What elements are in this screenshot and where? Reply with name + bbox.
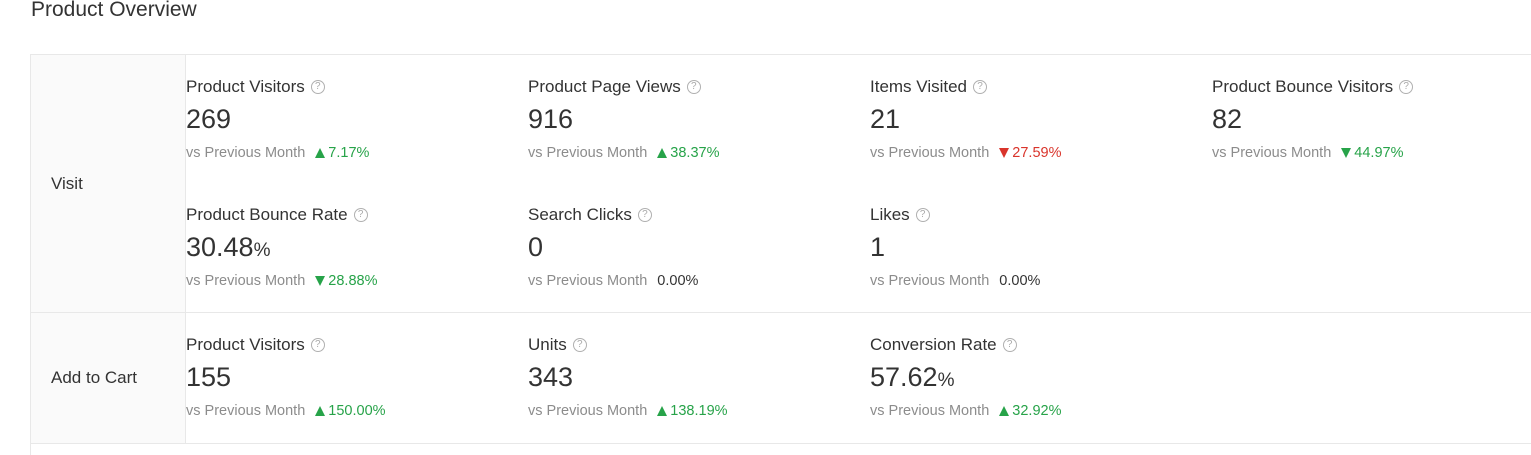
metric-cart-product-visitors: Product Visitors? 155 vs Previous Month 1… [186,335,506,420]
compare-label: vs Previous Month [528,273,648,289]
metric-value: 269 [186,104,232,134]
overview-panel: Visit Product Visitors? 269 vs Previous … [30,54,1531,455]
compare-label: vs Previous Month [870,273,990,289]
metric-product-page-views: Product Page Views? 916 vs Previous Mont… [528,77,848,162]
compare-label: vs Previous Month [186,145,306,161]
metric-value: 155 [186,362,232,392]
metric-label: Product Visitors [186,335,305,354]
compare-label: vs Previous Month [1212,145,1332,161]
metric-product-visitors: Product Visitors? 269 vs Previous Month 7… [186,77,506,162]
metric-value: 57.62 [870,362,938,392]
metric-search-clicks: Search Clicks? 0 vs Previous Month 0.00% [528,205,848,290]
compare-label: vs Previous Month [528,403,648,419]
change-percent: 0.00% [999,273,1041,289]
metric-value: 21 [870,104,901,134]
section-visit: Visit Product Visitors? 269 vs Previous … [31,55,1531,313]
metric-value: 30.48 [186,232,254,262]
metric-label: Items Visited [870,77,968,96]
metric-label: Search Clicks [528,205,632,224]
change-percent: 0.00% [657,273,699,289]
metric-value: 0 [528,232,544,262]
metric-unit: % [937,370,955,391]
help-icon[interactable]: ? [572,338,587,352]
metric-product-bounce-visitors: Product Bounce Visitors? 82 vs Previous … [1212,77,1531,162]
help-icon[interactable]: ? [637,208,652,222]
metric-conversion-rate: Conversion Rate? 57.62% vs Previous Mont… [870,335,1190,420]
change-percent: 138.19% [670,403,728,419]
metric-value: 916 [528,104,574,134]
metric-label: Product Bounce Rate [186,205,348,224]
arrow-up-icon [315,148,326,158]
metric-product-bounce-rate: Product Bounce Rate? 30.48% vs Previous … [186,205,506,290]
compare-label: vs Previous Month [186,273,306,289]
section-label-visit: Visit [31,55,186,312]
compare-label: vs Previous Month [528,145,648,161]
arrow-up-icon [999,406,1010,416]
compare-label: vs Previous Month [186,403,306,419]
change-percent: 7.17% [328,145,370,161]
arrow-down-icon [999,148,1010,158]
compare-label: vs Previous Month [870,403,990,419]
change-percent: 32.92% [1012,403,1062,419]
page-title: Product Overview [31,0,197,21]
arrow-up-icon [657,406,668,416]
help-icon[interactable]: ? [310,80,325,94]
metric-value: 82 [1212,104,1243,134]
metric-items-visited: Items Visited? 21 vs Previous Month 27.59… [870,77,1190,162]
section-label-add-to-cart: Add to Cart [31,313,186,443]
help-icon[interactable]: ? [915,208,930,222]
arrow-down-icon [1341,148,1352,158]
metric-label: Product Page Views [528,77,681,96]
help-icon[interactable]: ? [310,338,325,352]
help-icon[interactable]: ? [353,208,368,222]
help-icon[interactable]: ? [1002,338,1017,352]
change-percent: 28.88% [328,273,378,289]
metric-value: 1 [870,232,886,262]
change-percent: 27.59% [1012,145,1062,161]
arrow-down-icon [315,276,326,286]
help-icon[interactable]: ? [973,80,988,94]
metric-label: Product Visitors [186,77,305,96]
compare-label: vs Previous Month [870,145,990,161]
section-add-to-cart: Add to Cart Product Visitors? 155 vs Pre… [31,313,1531,444]
arrow-up-icon [315,406,326,416]
metric-label: Units [528,335,567,354]
change-percent: 38.37% [670,145,720,161]
arrow-up-icon [657,148,668,158]
change-percent: 150.00% [328,403,386,419]
metric-likes: Likes? 1 vs Previous Month 0.00% [870,205,1190,290]
help-icon[interactable]: ? [1399,80,1414,94]
change-percent: 44.97% [1354,145,1404,161]
metric-value: 343 [528,362,574,392]
metric-label: Likes [870,205,910,224]
metric-label: Conversion Rate [870,335,997,354]
metric-label: Product Bounce Visitors [1212,77,1394,96]
metric-units: Units? 343 vs Previous Month 138.19% [528,335,848,420]
help-icon[interactable]: ? [686,80,701,94]
metric-unit: % [253,240,271,261]
